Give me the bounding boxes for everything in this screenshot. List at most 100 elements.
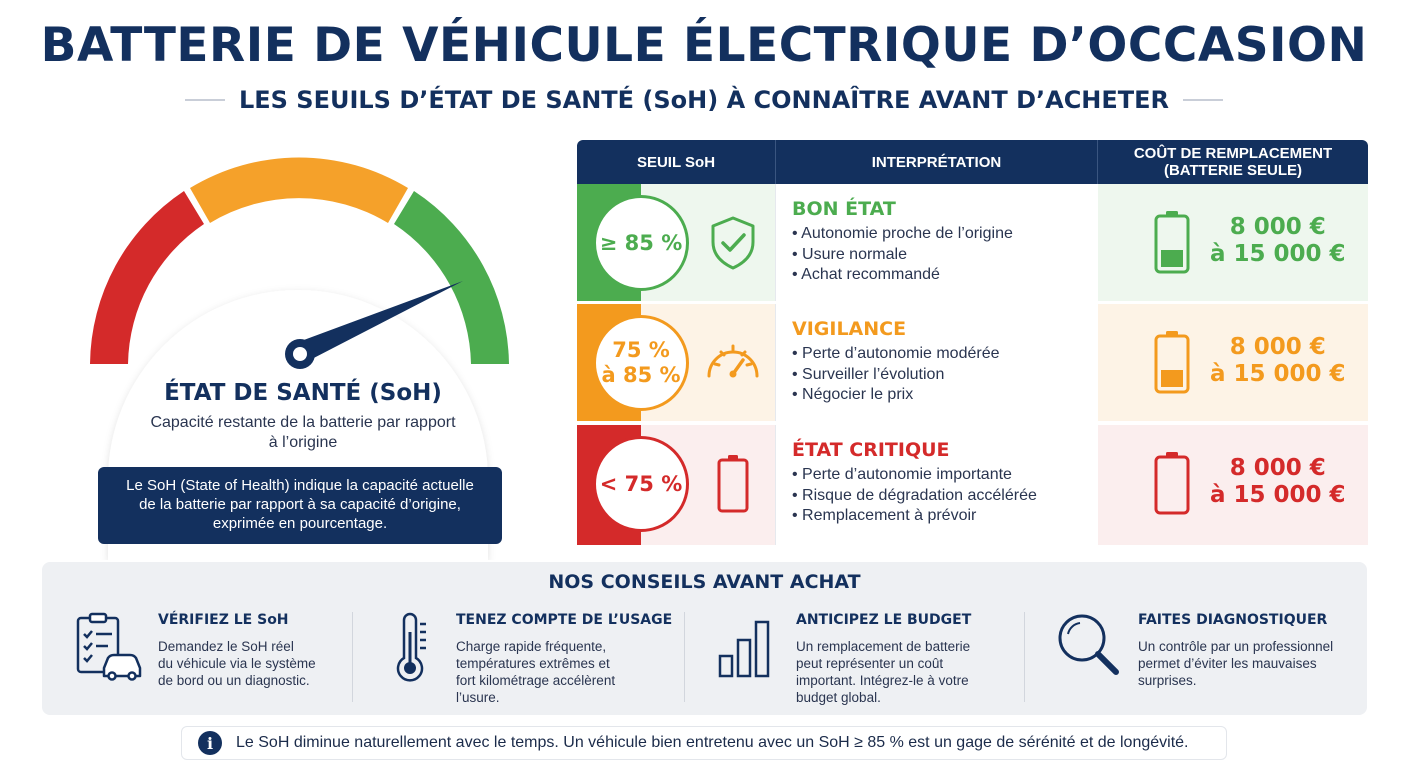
battery-empty-icon <box>717 455 749 513</box>
tip-title: VÉRIFIEZ LE SoH <box>158 612 289 628</box>
soh-description: Capacité restante de la batterie par rap… <box>150 414 456 451</box>
battery-icon <box>1154 211 1190 274</box>
tip-diagnose: FAITES DIAGNOSTIQUER Un contrôle par un … <box>1054 612 1354 707</box>
tip-text: Charge rapide fréquente, températures ex… <box>456 638 686 706</box>
cost-value: 8 000 € à 15 000 € <box>1210 334 1346 388</box>
tip-title: TENEZ COMPTE DE L’USAGE <box>456 612 673 628</box>
threshold-line: 75 % <box>612 338 670 362</box>
tip-line: budget global. <box>796 690 881 705</box>
tip-budget: ANTICIPEZ LE BUDGET Un remplacement de b… <box>716 612 1016 707</box>
interpretation-cell: ÉTAT CRITIQUE Perte d’autonomie importan… <box>775 425 1097 545</box>
cost-line: 8 000 € <box>1229 334 1326 360</box>
thermometer-icon <box>396 612 426 682</box>
tip-line: permet d’éviter les mauvaises <box>1138 656 1317 671</box>
table-row-good: ≥ 85 % BON ÉTAT Autonomie proche de l’or… <box>577 184 1368 301</box>
threshold-cell: < 75 % <box>577 425 775 545</box>
level-label: VIGILANCE <box>792 318 907 340</box>
tip-line: surprises. <box>1138 673 1197 688</box>
threshold-badge: 75 % à 85 % <box>593 315 689 411</box>
tip-text: Un remplacement de batterie peut représe… <box>796 638 1016 706</box>
tips-title: NOS CONSEILS AVANT ACHAT <box>548 571 861 593</box>
level-label: ÉTAT CRITIQUE <box>792 439 950 461</box>
soh-title: ÉTAT DE SANTÉ (SoH) <box>164 380 442 406</box>
speedometer-icon <box>707 344 759 378</box>
tip-line: de bord ou un diagnostic. <box>158 673 310 688</box>
battery-icon <box>1154 452 1190 515</box>
header-threshold: SEUIL SoH <box>636 153 716 171</box>
tip-title: FAITES DIAGNOSTIQUER <box>1138 612 1328 628</box>
threshold-badge: < 75 % <box>593 436 689 532</box>
info-note-text: Le SoH diminue naturellement avec le tem… <box>236 734 1189 751</box>
tip-text: Demandez le SoH réel du véhicule via le … <box>158 638 354 689</box>
tip-title: ANTICIPEZ LE BUDGET <box>796 612 972 628</box>
soh-threshold-table: SEUIL SoH INTERPRÉTATION COÛT DE REMPLAC… <box>577 140 1368 545</box>
info-note: i Le SoH diminue naturellement avec le t… <box>181 726 1227 760</box>
tip-divider <box>1024 612 1025 702</box>
soh-definition-box: Le SoH (State of Health) indique la capa… <box>98 467 502 544</box>
cost-value: 8 000 € à 15 000 € <box>1210 455 1346 509</box>
gauge-zone-red <box>90 191 204 364</box>
tip-line: Demandez le SoH réel <box>158 639 294 654</box>
interpretation-cell: VIGILANCE Perte d’autonomie modérée Surv… <box>775 304 1097 421</box>
bullet-list: Autonomie proche de l’origine Usure norm… <box>792 224 1081 286</box>
tip-line: Un contrôle par un professionnel <box>1138 639 1334 654</box>
page-subtitle: LES SEUILS D’ÉTAT DE SANTÉ (SoH) À CONNA… <box>238 86 1170 114</box>
tip-text: Un contrôle par un professionnel permet … <box>1138 638 1354 689</box>
cost-line: à 15 000 € <box>1210 241 1346 267</box>
shield-check-icon <box>711 216 755 270</box>
bullet-item: Perte d’autonomie importante <box>792 465 1081 486</box>
bullet-item: Perte d’autonomie modérée <box>792 344 1081 365</box>
tip-divider <box>352 612 353 702</box>
tip-divider <box>684 612 685 702</box>
cost-line: 8 000 € <box>1229 214 1326 240</box>
gauge-zone-green <box>394 191 509 364</box>
header-interpretation: INTERPRÉTATION <box>775 140 1097 184</box>
bullet-list: Perte d’autonomie modérée Surveiller l’é… <box>792 344 1081 406</box>
info-icon: i <box>198 731 222 755</box>
cost-line: à 15 000 € <box>1210 482 1346 508</box>
bullet-item: Remplacement à prévoir <box>792 506 1081 527</box>
battery-icon <box>1154 331 1190 394</box>
cost-cell: 8 000 € à 15 000 € <box>1097 425 1368 545</box>
cost-value: 8 000 € à 15 000 € <box>1210 214 1346 268</box>
cost-line: 8 000 € <box>1229 455 1326 481</box>
bar-chart-icon <box>718 620 770 678</box>
threshold-cell: 75 % à 85 % <box>577 304 775 421</box>
tip-usage: TENEZ COMPTE DE L’USAGE Charge rapide fr… <box>390 612 690 707</box>
page-title: BATTERIE DE VÉHICULE ÉLECTRIQUE D’OCCASI… <box>40 18 1368 73</box>
tip-line: Un remplacement de batterie <box>796 639 971 654</box>
bullet-item: Surveiller l’évolution <box>792 365 1081 386</box>
tip-line: Charge rapide fréquente, <box>456 639 607 654</box>
tip-line: peut représenter un coût <box>796 656 944 671</box>
checklist-car-icon <box>76 612 142 681</box>
header-cost: COÛT DE REMPLACEMENT (BATTERIE SEULE) <box>1097 140 1368 184</box>
tip-line: l’usure. <box>456 690 500 705</box>
tips-panel: NOS CONSEILS AVANT ACHAT VÉRIFIEZ LE SoH… <box>42 562 1367 715</box>
cost-line: à 15 000 € <box>1210 361 1346 387</box>
bullet-list: Perte d’autonomie importante Risque de d… <box>792 465 1081 527</box>
gauge-hub-center <box>293 347 307 361</box>
bullet-item: Achat recommandé <box>792 265 1081 286</box>
tip-line: important. Intégrez-le à votre <box>796 673 969 688</box>
gauge-zone-orange <box>190 157 408 223</box>
tip-line: fort kilométrage accélèrent <box>456 673 616 688</box>
gauge-needle <box>293 281 463 362</box>
subtitle-bar: LES SEUILS D’ÉTAT DE SANTÉ (SoH) À CONNA… <box>0 86 1408 114</box>
threshold-line: à 85 % <box>601 363 681 387</box>
tip-line: températures extrêmes et <box>456 656 610 671</box>
subtitle-rule-right <box>1183 99 1224 101</box>
bullet-item: Risque de dégradation accélérée <box>792 486 1081 507</box>
table-header: SEUIL SoH INTERPRÉTATION COÛT DE REMPLAC… <box>577 140 1368 184</box>
table-row-critical: < 75 % ÉTAT CRITIQUE Perte d’autonomie i… <box>577 425 1368 545</box>
bullet-item: Autonomie proche de l’origine <box>792 224 1081 245</box>
threshold-badge: ≥ 85 % <box>593 195 689 291</box>
threshold-cell: ≥ 85 % <box>577 184 775 301</box>
magnifier-icon <box>1058 614 1119 675</box>
subtitle-rule-left <box>184 99 225 101</box>
cost-cell: 8 000 € à 15 000 € <box>1097 304 1368 421</box>
tip-line: du véhicule via le système <box>158 656 316 671</box>
bullet-item: Usure normale <box>792 245 1081 266</box>
level-label: BON ÉTAT <box>792 198 896 220</box>
tip-check-soh: VÉRIFIEZ LE SoH Demandez le SoH réel du … <box>74 612 354 707</box>
